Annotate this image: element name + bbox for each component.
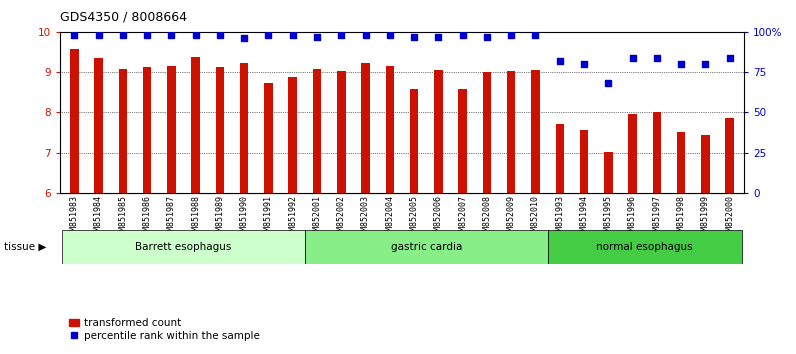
Point [141,32,154,38]
Text: gastric cardia: gastric cardia [391,242,462,252]
Bar [434,70,443,193]
Text: GSM852008: GSM852008 [482,195,491,240]
Point [116,32,129,38]
Bar [337,71,345,193]
Text: GSM851983: GSM851983 [70,195,79,240]
Point [189,32,202,38]
Bar [653,113,661,193]
Point [626,55,639,61]
Bar [240,63,248,193]
Bar [264,84,273,193]
Text: Barrett esophagus: Barrett esophagus [135,242,232,252]
Text: GSM851994: GSM851994 [579,195,588,240]
Point [675,61,688,67]
Legend: transformed count, percentile rank within the sample: transformed count, percentile rank withi… [65,314,263,345]
Point [553,58,566,64]
Text: GSM852006: GSM852006 [434,195,443,240]
Bar [677,132,685,193]
Point [408,34,420,40]
Text: GSM851987: GSM851987 [167,195,176,240]
Text: GSM851988: GSM851988 [191,195,200,240]
Point [432,34,445,40]
Text: GSM851984: GSM851984 [94,195,103,240]
Point [699,61,712,67]
Text: GSM851985: GSM851985 [119,195,127,240]
Bar [167,66,176,193]
Text: GSM852010: GSM852010 [531,195,540,240]
Point [335,32,348,38]
Text: GSM852009: GSM852009 [507,195,516,240]
Bar [119,69,127,193]
Point [384,32,396,38]
Point [529,32,542,38]
Bar [313,69,322,193]
Text: GSM852004: GSM852004 [385,195,394,240]
Text: GSM851991: GSM851991 [264,195,273,240]
Point [287,32,299,38]
Text: GSM851995: GSM851995 [604,195,613,240]
Text: GSM851986: GSM851986 [142,195,151,240]
Point [92,32,105,38]
Bar [579,130,588,193]
Text: GSM852007: GSM852007 [458,195,467,240]
Bar [361,63,370,193]
Text: GSM851999: GSM851999 [701,195,710,240]
Text: normal esophagus: normal esophagus [596,242,693,252]
Text: GDS4350 / 8008664: GDS4350 / 8008664 [60,11,187,24]
Point [68,32,80,38]
Point [481,34,494,40]
Text: GSM852001: GSM852001 [313,195,322,240]
Bar [507,70,516,193]
Bar [62,230,305,264]
Bar [385,67,394,193]
Bar [410,89,419,193]
Bar [94,58,103,193]
Bar [70,49,79,193]
Bar [458,90,467,193]
Bar [701,135,710,193]
Point [505,32,517,38]
Text: GSM851990: GSM851990 [240,195,248,240]
Bar [628,114,637,193]
Bar [531,70,540,193]
Point [602,81,615,86]
Bar [725,119,734,193]
Bar [604,152,613,193]
Text: GSM852000: GSM852000 [725,195,734,240]
Text: GSM851996: GSM851996 [628,195,637,240]
Bar [482,72,491,193]
Point [650,55,663,61]
Text: GSM851998: GSM851998 [677,195,685,240]
Text: GSM851992: GSM851992 [288,195,297,240]
Bar [216,67,224,193]
Text: tissue ▶: tissue ▶ [4,242,46,252]
Point [238,35,251,41]
Text: GSM852003: GSM852003 [361,195,370,240]
Text: GSM851993: GSM851993 [556,195,564,240]
Point [456,32,469,38]
Text: GSM851989: GSM851989 [216,195,224,240]
Point [724,55,736,61]
Bar [288,76,297,193]
Text: GSM851997: GSM851997 [653,195,661,240]
Point [359,32,372,38]
Point [262,32,275,38]
Point [578,61,591,67]
Point [310,34,323,40]
Bar [191,57,200,193]
Bar [548,230,742,264]
Bar [142,67,151,193]
Point [213,32,226,38]
Bar [556,125,564,193]
Text: GSM852002: GSM852002 [337,195,345,240]
Text: GSM852005: GSM852005 [410,195,419,240]
Point [165,32,178,38]
Bar [305,230,548,264]
